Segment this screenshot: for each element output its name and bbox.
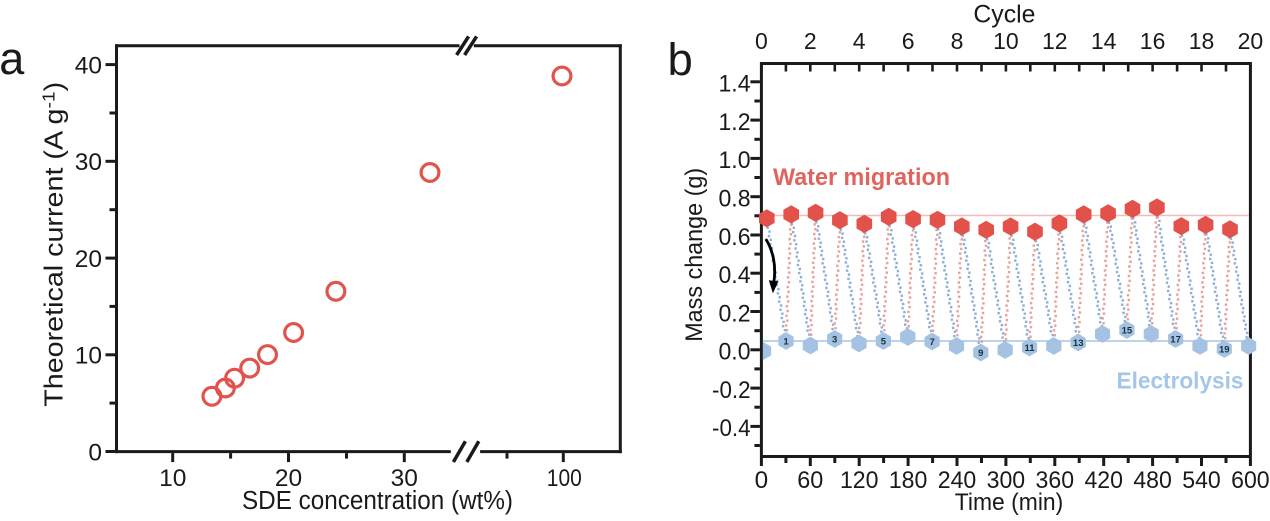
svg-text:360: 360: [1036, 467, 1075, 494]
svg-text:Cycle: Cycle: [973, 1, 1035, 29]
svg-text:0: 0: [755, 28, 768, 54]
svg-text:7: 7: [929, 337, 934, 348]
svg-text:10: 10: [75, 343, 102, 370]
svg-text:14: 14: [1091, 28, 1117, 54]
svg-text:18: 18: [1189, 28, 1215, 54]
svg-text:60: 60: [797, 467, 823, 494]
svg-text:0.0: 0.0: [719, 339, 751, 366]
svg-text:Water migration: Water migration: [773, 164, 950, 191]
svg-text:180: 180: [889, 467, 928, 494]
svg-text:300: 300: [987, 467, 1026, 494]
svg-text:10: 10: [993, 28, 1019, 54]
svg-text:0: 0: [88, 439, 102, 466]
svg-text:11: 11: [1024, 343, 1035, 354]
svg-text:100: 100: [547, 465, 582, 492]
svg-text:4: 4: [853, 28, 866, 54]
svg-text:20: 20: [75, 246, 102, 273]
svg-text:2: 2: [804, 28, 817, 54]
svg-text:5: 5: [881, 337, 887, 348]
svg-text:1.2: 1.2: [719, 109, 751, 136]
svg-text:19: 19: [1219, 345, 1230, 356]
svg-text:Theoretical current (A g-1): Theoretical current (A g-1): [39, 82, 69, 407]
svg-text:0.8: 0.8: [719, 186, 751, 213]
svg-text:120: 120: [840, 467, 879, 494]
svg-text:20: 20: [275, 465, 302, 492]
svg-text:40: 40: [75, 52, 102, 79]
svg-text:9: 9: [978, 348, 983, 359]
svg-text:480: 480: [1133, 467, 1172, 494]
svg-text:3: 3: [832, 335, 837, 346]
svg-text:Electrolysis: Electrolysis: [1117, 368, 1244, 394]
svg-text:-0.4: -0.4: [712, 415, 751, 442]
svg-text:-0.2: -0.2: [712, 377, 751, 404]
svg-text:8: 8: [951, 28, 964, 54]
svg-text:420: 420: [1084, 467, 1123, 494]
svg-text:30: 30: [391, 465, 418, 492]
svg-text:540: 540: [1182, 467, 1221, 494]
svg-text:16: 16: [1140, 28, 1166, 54]
svg-text:20: 20: [1238, 28, 1264, 54]
svg-text:Time (min): Time (min): [955, 489, 1064, 516]
svg-text:17: 17: [1170, 335, 1181, 346]
svg-text:240: 240: [938, 467, 977, 494]
svg-text:a: a: [0, 33, 25, 84]
svg-text:1.0: 1.0: [719, 147, 751, 174]
svg-text:13: 13: [1073, 338, 1084, 349]
svg-text:600: 600: [1231, 467, 1270, 494]
svg-text:12: 12: [1042, 28, 1068, 54]
svg-text:Mass change (g): Mass change (g): [681, 168, 708, 342]
svg-text:15: 15: [1122, 326, 1133, 337]
svg-text:10: 10: [159, 465, 186, 492]
svg-text:30: 30: [75, 149, 102, 176]
svg-text:0.6: 0.6: [719, 224, 751, 251]
svg-text:SDE concentration (wt%): SDE concentration (wt%): [242, 487, 513, 515]
svg-text:6: 6: [902, 28, 915, 54]
svg-text:0.2: 0.2: [719, 300, 751, 327]
svg-text:1.4: 1.4: [719, 71, 751, 98]
svg-text:b: b: [668, 34, 693, 85]
svg-text:0.4: 0.4: [719, 262, 751, 289]
svg-text:1: 1: [783, 337, 789, 348]
svg-text:0: 0: [755, 467, 769, 494]
